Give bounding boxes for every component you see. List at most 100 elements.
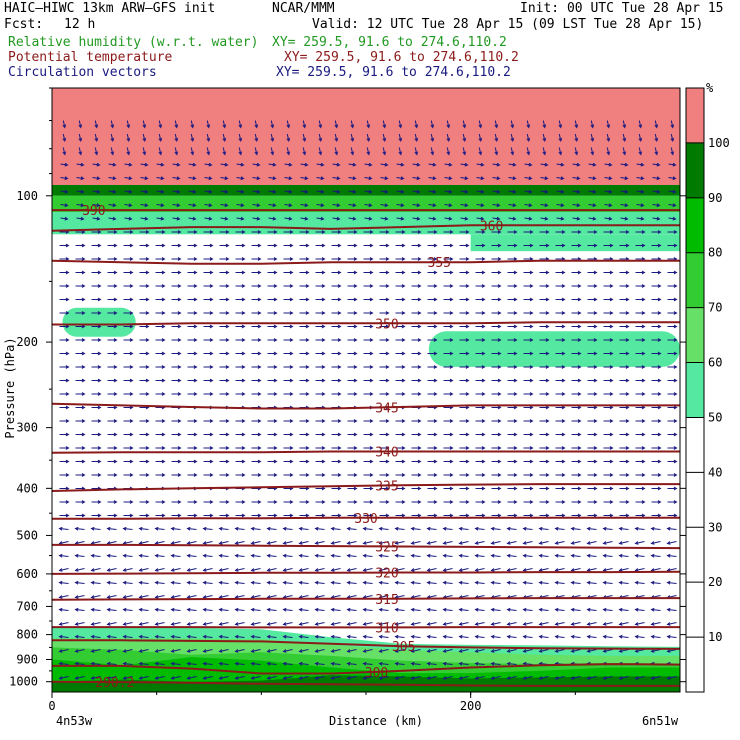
vector-arrow [155,513,166,518]
vector-arrow [59,432,70,437]
vector-arrow [362,634,373,639]
vector-arrow [298,568,309,572]
vector-arrow [523,324,534,329]
vector-arrow [156,176,165,181]
vector-arrow [330,526,341,531]
vector-arrow [650,649,661,653]
vector-arrow [363,230,374,234]
vector-arrow [523,473,534,477]
vector-arrow [670,147,675,156]
vector-arrow [475,270,486,275]
vector-arrow [90,676,101,680]
y-tick-label: 600 [16,567,38,581]
vector-arrow [139,419,150,423]
vector-arrow [90,568,101,572]
vector-arrow [138,661,149,666]
vector-arrow [346,607,357,612]
vector-arrow [234,622,245,626]
vector-arrow [334,120,339,129]
colorbar-bin-2 [686,307,704,363]
vector-arrow [363,486,374,491]
vector-arrow [202,634,213,639]
vector-arrow [202,622,213,626]
vector-arrow [91,230,102,234]
vector-arrow [350,147,355,156]
vector-arrow [283,243,294,248]
vector-arrow [282,649,293,653]
vector-arrow [75,338,86,342]
vector-arrow [460,216,469,221]
vector-arrow [251,284,262,288]
vector-arrow [459,230,470,234]
vector-arrow [251,324,262,329]
vector-arrow [124,203,133,208]
vector-arrow [270,120,275,129]
vector-arrow [154,634,165,639]
vector-arrow [667,432,678,437]
vector-arrow [650,580,661,585]
vector-arrow [650,541,661,545]
vector-arrow [347,324,358,329]
vector-arrow [622,120,627,129]
vector-arrow [252,203,261,208]
vector-arrow [667,392,678,396]
vector-arrow [396,203,405,208]
vector-arrow [651,365,662,369]
vector-arrow [396,216,405,221]
vector-arrow [586,607,597,612]
vector-arrow [298,526,309,531]
vector-arrow [379,473,390,477]
vector-arrow [507,473,518,477]
vector-arrow [411,230,422,234]
vector-arrow [62,120,67,129]
vector-arrow [254,147,259,156]
vector-arrow [235,365,246,369]
rh-upper-band-1 [52,184,680,196]
vector-arrow [90,634,101,639]
vector-arrow [251,392,262,396]
vector-arrow [620,189,629,194]
vector-arrow [539,392,550,396]
vector-arrow [412,189,421,194]
theta-label-300: 300 [365,666,388,681]
vector-arrow [510,120,515,129]
vector-arrow [508,189,517,194]
vector-arrow [619,446,630,450]
vector-arrow [444,176,453,181]
vector-arrow [330,607,341,612]
vector-arrow [108,216,117,221]
vector-arrow [539,284,550,288]
vector-arrow [107,297,118,302]
vector-arrow [604,162,613,167]
vector-arrow [634,553,645,558]
vector-arrow [90,622,101,626]
vector-arrow [618,607,629,612]
vector-arrow [667,459,678,464]
vector-arrow [571,230,582,234]
vector-arrow [556,162,565,167]
vector-arrow [603,459,614,464]
vector-arrow [506,661,517,666]
vector-arrow [602,676,613,680]
vector-arrow [442,607,453,612]
vector-arrow [90,526,101,531]
vector-arrow [522,607,533,612]
vector-arrow [475,486,486,491]
vector-arrow [76,203,85,208]
vector-arrow [378,580,389,585]
vector-arrow [443,500,454,504]
theta-contour-330 [52,516,680,520]
vector-arrow [555,473,566,477]
vector-arrow [186,568,197,572]
vector-arrow [139,500,150,504]
colorbar-label-50: 50 [708,410,722,424]
vector-arrow [555,338,566,342]
vector-arrow [346,541,357,545]
vector-arrow [346,553,357,558]
vector-arrow [490,553,501,558]
vector-arrow [110,120,115,129]
y-tick-label: 1000 [9,675,38,689]
vector-arrow [634,607,645,612]
vector-arrow [475,257,486,261]
vector-arrow [74,649,85,653]
